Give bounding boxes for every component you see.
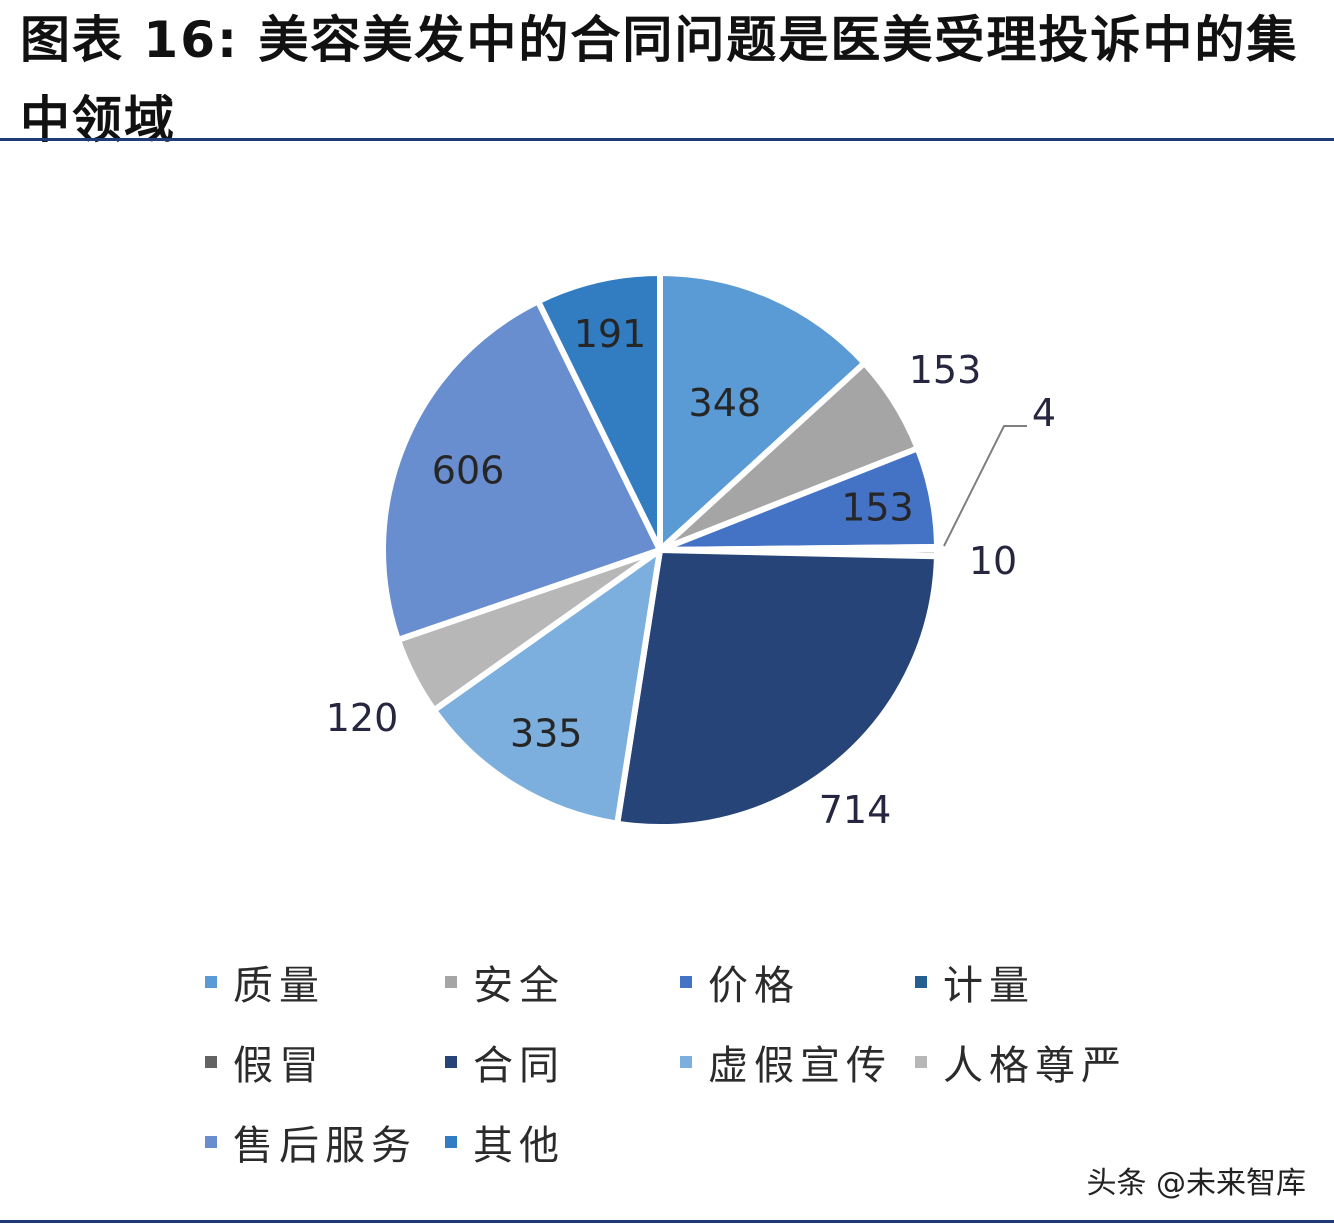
legend-swatch [915, 1056, 927, 1068]
data-label-7: 120 [326, 696, 399, 740]
data-label-4: 10 [969, 539, 1017, 583]
legend-label: 其他 [473, 1123, 565, 1169]
legend-item-0: 质量 [205, 942, 325, 1022]
data-label-6: 335 [510, 712, 583, 756]
leader-line-3 [943, 425, 1027, 547]
legend-label: 计量 [943, 963, 1035, 1009]
data-label-9: 191 [574, 312, 647, 356]
pie-slice-5 [614, 547, 940, 830]
bottom-divider [0, 1220, 1334, 1223]
legend-item-7: 人格尊严 [915, 1022, 1127, 1102]
legend-swatch [915, 976, 927, 988]
legend-label: 售后服务 [233, 1123, 417, 1169]
legend-swatch [205, 1136, 217, 1148]
data-label-1: 153 [909, 348, 982, 392]
legend-swatch [205, 1056, 217, 1068]
legend-item-2: 价格 [680, 942, 800, 1022]
pie-slice-8 [380, 298, 663, 643]
data-label-5: 714 [819, 788, 892, 832]
data-label-8: 606 [432, 449, 505, 493]
legend-swatch [445, 1136, 457, 1148]
data-label-2: 153 [841, 485, 914, 529]
legend-swatch [445, 1056, 457, 1068]
data-label-3: 4 [1032, 391, 1056, 435]
legend-item-1: 安全 [445, 942, 565, 1022]
legend-label: 人格尊严 [943, 1043, 1127, 1089]
legend-swatch [680, 1056, 692, 1068]
legend-label: 质量 [233, 963, 325, 1009]
title-divider [0, 138, 1334, 141]
legend-swatch [205, 976, 217, 988]
legend-label: 假冒 [233, 1043, 325, 1089]
pie-slice-0 [657, 270, 868, 553]
legend-swatch [445, 976, 457, 988]
legend-label: 虚假宣传 [708, 1043, 892, 1089]
data-label-0: 348 [689, 381, 762, 425]
watermark: 头条 @未来智库 [1086, 1166, 1306, 1201]
pie-slice-9 [535, 270, 663, 553]
legend-item-9: 其他 [445, 1102, 565, 1182]
legend-item-6: 虚假宣传 [680, 1022, 892, 1102]
legend-swatch [680, 976, 692, 988]
legend-label: 合同 [473, 1043, 565, 1089]
legend-item-5: 合同 [445, 1022, 565, 1102]
title-block: 图表 16: 美容美发中的合同问题是医美受理投诉中的集中领域 [20, 0, 1320, 160]
chart-title: 图表 16: 美容美发中的合同问题是医美受理投诉中的集中领域 [20, 11, 1299, 149]
legend-item-8: 售后服务 [205, 1102, 417, 1182]
legend-label: 价格 [708, 963, 800, 1009]
legend-label: 安全 [473, 963, 565, 1009]
pie-slice-6 [431, 547, 663, 827]
legend-item-3: 计量 [915, 942, 1035, 1022]
legend-item-4: 假冒 [205, 1022, 325, 1102]
